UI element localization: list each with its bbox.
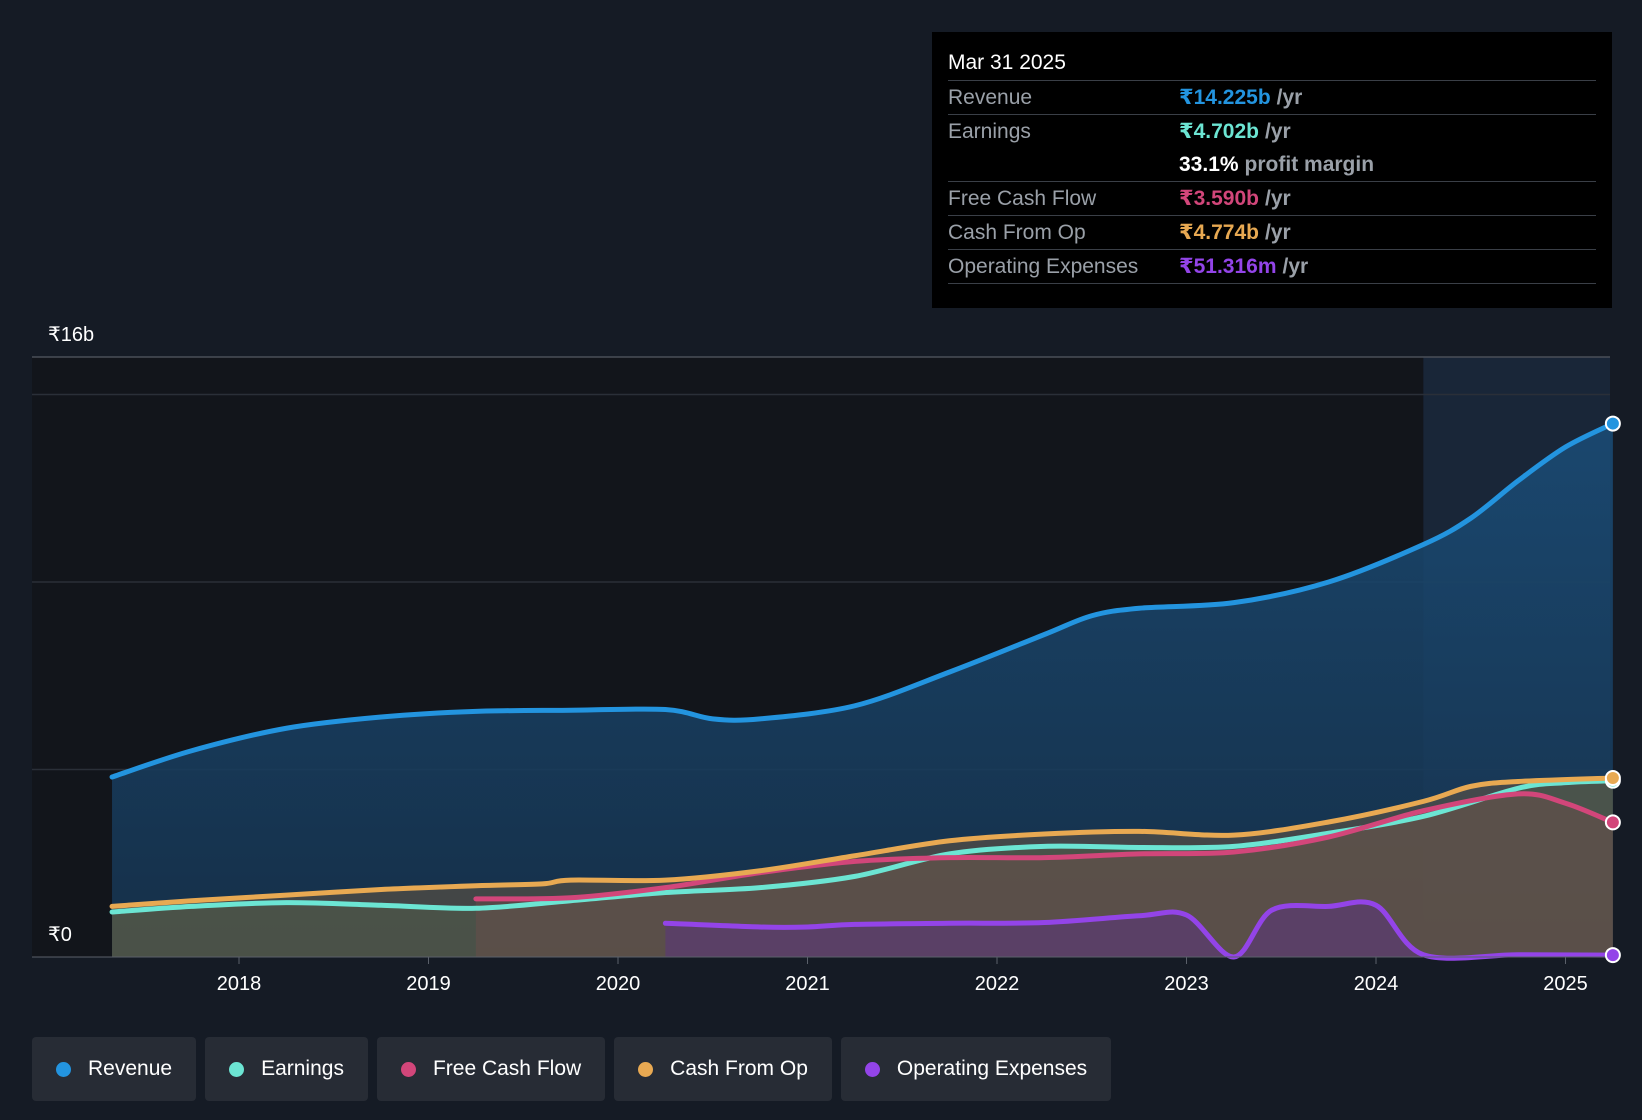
legend-label: Earnings xyxy=(261,1057,344,1080)
line-revenue xyxy=(109,421,1616,780)
endpoint-revenue xyxy=(1604,415,1621,432)
legend-label: Free Cash Flow xyxy=(432,1057,582,1080)
chart: 2018 2019 2020 2021 2022 2023 2024 2025 ₹16b ₹0 xyxy=(32,324,1621,995)
line-earnings xyxy=(109,778,1616,915)
series-lines xyxy=(109,421,1616,961)
y-axis-top-label: ₹16b xyxy=(48,324,94,346)
tooltip-row-free-cash-flow: Free Cash Flow ₹3.590b /yr xyxy=(948,182,1596,216)
legend-dot-icon xyxy=(638,1061,654,1077)
legend-label: Cash From Op xyxy=(670,1057,808,1080)
tooltip-row-value: ₹4.774b xyxy=(1179,221,1259,244)
y-axis-bottom-label: ₹0 xyxy=(48,924,72,946)
tooltip-row-value: ₹3.590b xyxy=(1179,187,1259,210)
legend-item-free-cash-flow[interactable]: Free Cash Flow xyxy=(376,1037,606,1101)
legend-item-operating-expenses[interactable]: Operating Expenses xyxy=(840,1037,1112,1101)
x-tick-label: 2022 xyxy=(975,973,1020,995)
legend-dot-icon xyxy=(864,1061,880,1077)
tooltip-panel: Mar 31 2025 Revenue ₹14.225b /yr Earning… xyxy=(932,32,1612,308)
tooltip-row-earnings: Earnings ₹4.702b /yr xyxy=(948,115,1596,148)
endpoint-free-cash-flow xyxy=(1604,814,1621,831)
tooltip-row-value: 33.1% xyxy=(1179,153,1239,176)
legend-label: Revenue xyxy=(88,1057,173,1080)
series-areas xyxy=(112,423,1613,959)
legend-item-revenue[interactable]: Revenue xyxy=(32,1037,197,1101)
endpoint-operating-expenses xyxy=(1604,947,1621,964)
legend-dot-icon xyxy=(400,1061,416,1077)
line-free-cash-flow xyxy=(473,791,1616,902)
tooltip-row-name: Earnings xyxy=(948,120,1031,143)
tooltip-row-unit: /yr xyxy=(1276,86,1303,109)
tooltip-row-name: Cash From Op xyxy=(948,221,1086,244)
endpoint-cash-from-op xyxy=(1604,769,1621,786)
tooltip-row-unit: /yr xyxy=(1282,255,1309,278)
tooltip-row-value: ₹14.225b xyxy=(1179,86,1271,109)
tooltip-row-unit: /yr xyxy=(1265,187,1291,210)
legend-label: Operating Expenses xyxy=(896,1057,1088,1080)
tooltip-row-name: Free Cash Flow xyxy=(948,187,1097,210)
x-tick-label: 2021 xyxy=(785,973,830,995)
legend-dot-icon xyxy=(229,1061,245,1077)
line-cash-from-op xyxy=(109,775,1616,909)
area-cash-from-op xyxy=(112,777,1613,957)
tooltip-row-cash-from-op: Cash From Op ₹4.774b /yr xyxy=(948,216,1596,250)
x-tick-label: 2020 xyxy=(596,973,641,995)
legend: Revenue Earnings Free Cash Flow Cash Fro… xyxy=(32,1037,1120,1101)
tooltip-row-value: ₹4.702b xyxy=(1179,120,1259,143)
tooltip-row-name: Operating Expenses xyxy=(948,255,1139,278)
legend-item-cash-from-op[interactable]: Cash From Op xyxy=(614,1037,832,1101)
legend-item-earnings[interactable]: Earnings xyxy=(205,1037,368,1101)
tooltip-row-revenue: Revenue ₹14.225b /yr xyxy=(948,81,1596,115)
series-endpoints xyxy=(1604,415,1621,964)
x-tick-label: 2025 xyxy=(1543,973,1588,995)
tooltip-row-value: ₹51.316m xyxy=(1179,255,1277,278)
tooltip-row-profit-margin: 33.1% profit margin xyxy=(948,148,1596,182)
x-axis-ticks: 2018 2019 2020 2021 2022 2023 2024 2025 xyxy=(217,957,1588,995)
area-revenue xyxy=(112,423,1613,957)
tooltip-row-unit: profit margin xyxy=(1244,153,1375,176)
tooltip-row-unit: /yr xyxy=(1265,120,1291,143)
x-tick-label: 2018 xyxy=(217,973,262,995)
area-free-cash-flow xyxy=(475,793,1613,957)
x-tick-label: 2023 xyxy=(1164,973,1209,995)
x-tick-label: 2024 xyxy=(1354,973,1399,995)
tooltip-row-operating-expenses: Operating Expenses ₹51.316m /yr xyxy=(948,250,1596,284)
tooltip-row-unit: /yr xyxy=(1265,221,1291,244)
legend-dot-icon xyxy=(56,1061,71,1077)
area-earnings xyxy=(112,780,1613,957)
x-tick-label: 2019 xyxy=(406,973,451,995)
tooltip-row-name xyxy=(948,148,1179,181)
tooltip-date: Mar 31 2025 xyxy=(948,46,1596,81)
tooltip-row-name: Revenue xyxy=(948,86,1033,109)
area-operating-expenses xyxy=(665,901,1613,959)
line-operating-expenses xyxy=(662,899,1616,961)
